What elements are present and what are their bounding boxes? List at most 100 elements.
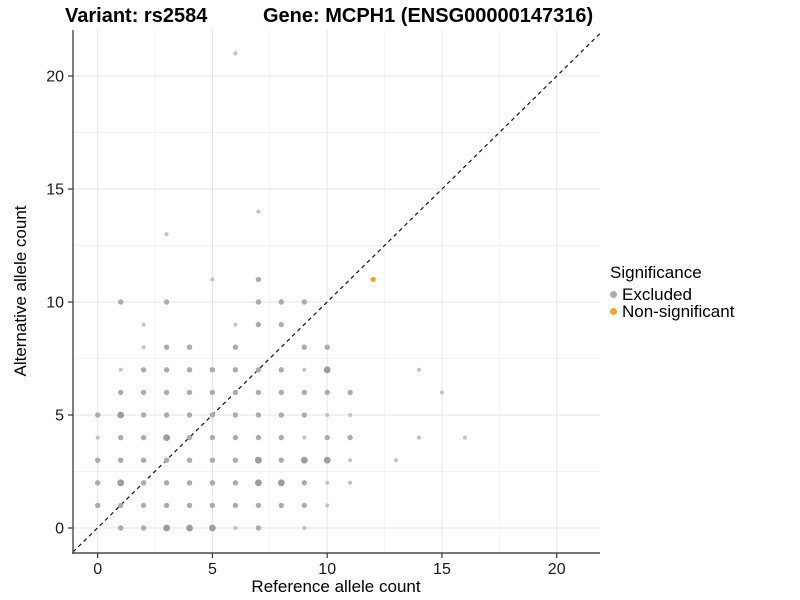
data-point bbox=[140, 389, 147, 396]
identity-line bbox=[72, 33, 601, 553]
data-point bbox=[255, 456, 262, 464]
data-point bbox=[255, 389, 262, 396]
data-point bbox=[255, 321, 262, 328]
data-point bbox=[323, 366, 331, 374]
y-tick-label: 20 bbox=[46, 69, 64, 86]
data-point bbox=[233, 322, 238, 327]
data-point bbox=[325, 480, 330, 485]
data-point bbox=[277, 479, 285, 487]
y-axis-label: Alternative allele count bbox=[11, 205, 30, 377]
x-axis-label: Reference allele count bbox=[251, 577, 421, 596]
data-point bbox=[186, 502, 193, 509]
data-point bbox=[163, 344, 170, 350]
data-point bbox=[278, 389, 284, 396]
data-point bbox=[209, 502, 216, 509]
data-point bbox=[163, 480, 170, 486]
data-point bbox=[118, 502, 124, 509]
data-point bbox=[209, 524, 216, 532]
data-point bbox=[140, 367, 147, 373]
data-point bbox=[302, 435, 307, 440]
data-point bbox=[117, 411, 125, 419]
data-point bbox=[255, 299, 262, 305]
data-point bbox=[232, 389, 239, 396]
data-point bbox=[232, 502, 239, 509]
data-point bbox=[163, 412, 170, 418]
y-tick-label: 0 bbox=[55, 521, 64, 538]
data-point bbox=[348, 458, 353, 463]
data-point bbox=[140, 480, 147, 486]
axis-ticks: 0 5 10 15 20 0 5 10 15 20 bbox=[46, 69, 565, 579]
data-point bbox=[186, 434, 193, 441]
data-point bbox=[118, 367, 123, 372]
data-point bbox=[278, 321, 284, 328]
data-point bbox=[140, 412, 147, 418]
data-point bbox=[394, 458, 398, 463]
data-point bbox=[186, 412, 193, 418]
y-tick-label: 15 bbox=[46, 182, 64, 199]
data-point bbox=[141, 345, 146, 350]
data-point bbox=[325, 413, 330, 417]
grid-major bbox=[73, 30, 600, 553]
data-point bbox=[348, 413, 353, 417]
data-point bbox=[209, 367, 216, 373]
data-point bbox=[324, 389, 330, 396]
data-point bbox=[209, 389, 216, 396]
data-point bbox=[95, 435, 100, 440]
data-point bbox=[95, 480, 101, 486]
legend-entry-label: Excluded bbox=[622, 284, 692, 304]
axis-lines bbox=[72, 30, 600, 554]
series-non-significant bbox=[370, 276, 376, 283]
data-point bbox=[255, 276, 262, 283]
series-excluded bbox=[95, 51, 467, 532]
data-point bbox=[186, 524, 193, 532]
data-point bbox=[255, 502, 262, 509]
data-point bbox=[118, 434, 124, 441]
data-point bbox=[302, 367, 307, 372]
data-point bbox=[301, 480, 307, 486]
data-point bbox=[186, 367, 193, 373]
data-point bbox=[118, 299, 124, 305]
data-point bbox=[462, 435, 467, 440]
data-point bbox=[118, 389, 124, 396]
data-point bbox=[118, 457, 124, 463]
data-point bbox=[255, 412, 262, 418]
data-point bbox=[255, 434, 262, 441]
legend: Significance Excluded Non-significant bbox=[610, 263, 734, 321]
data-point bbox=[301, 412, 307, 418]
data-point bbox=[232, 457, 239, 463]
data-point bbox=[417, 367, 421, 372]
data-point bbox=[163, 457, 170, 463]
data-point bbox=[256, 209, 261, 214]
data-point bbox=[347, 434, 353, 441]
data-point bbox=[278, 502, 284, 509]
data-point bbox=[439, 390, 444, 395]
data-point bbox=[163, 434, 171, 441]
data-point bbox=[209, 457, 216, 463]
data-point bbox=[140, 434, 147, 441]
legend-entry-non-significant: Non-significant bbox=[610, 302, 734, 321]
data-point bbox=[232, 480, 239, 486]
data-point bbox=[325, 503, 330, 508]
data-point bbox=[278, 457, 284, 463]
plot-title-gene: Gene: MCPH1 (ENSG00000147316) bbox=[263, 5, 594, 27]
data-point bbox=[417, 435, 421, 440]
data-point bbox=[301, 299, 307, 305]
data-point bbox=[186, 480, 193, 486]
data-point bbox=[186, 389, 193, 396]
data-point bbox=[163, 389, 170, 396]
data-point bbox=[278, 434, 284, 441]
data-point bbox=[255, 525, 262, 531]
non-significant-dot-icon bbox=[610, 308, 617, 315]
y-tick-label: 5 bbox=[55, 408, 64, 425]
data-point bbox=[95, 502, 101, 509]
x-tick-label: 10 bbox=[318, 561, 336, 578]
data-point bbox=[141, 322, 146, 327]
data-point bbox=[302, 526, 307, 530]
data-point bbox=[95, 412, 101, 418]
data-point bbox=[255, 479, 262, 487]
data-point bbox=[118, 525, 124, 531]
data-point bbox=[278, 367, 284, 373]
data-point bbox=[140, 502, 147, 509]
legend-title: Significance bbox=[610, 263, 702, 282]
